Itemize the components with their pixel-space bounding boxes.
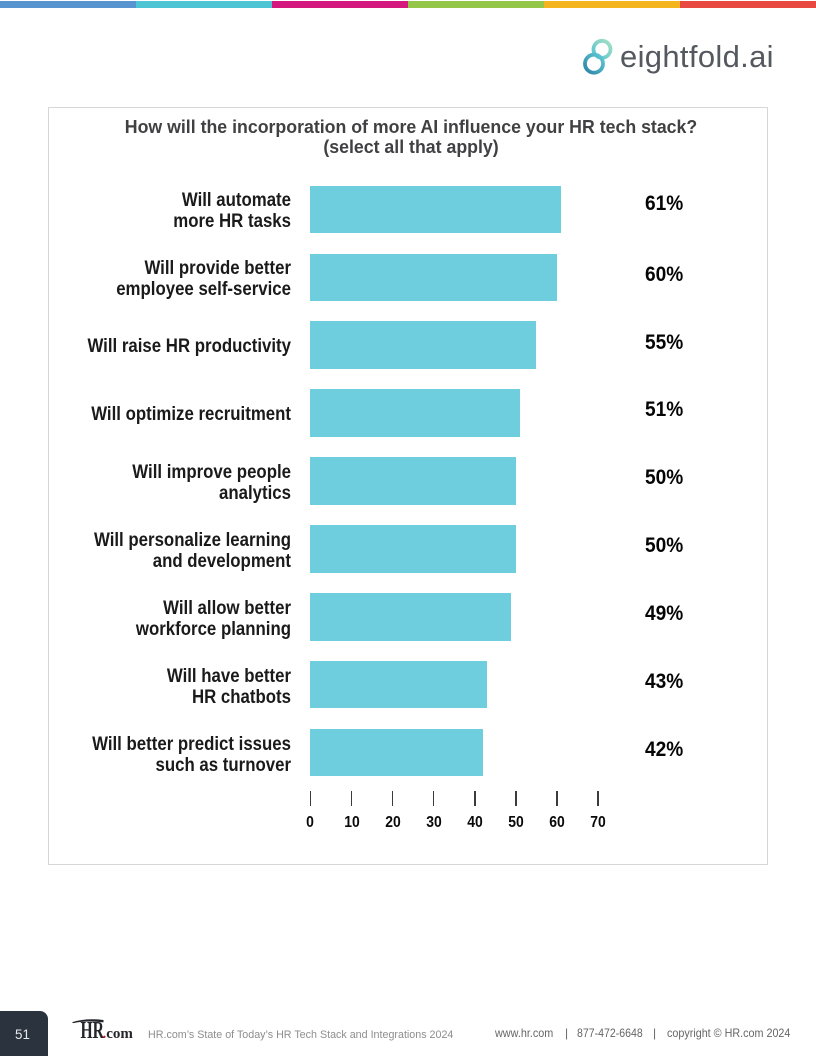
svg-text:.: . — [103, 1026, 107, 1042]
svg-text:com: com — [106, 1026, 133, 1042]
svg-text:HR: HR — [81, 1018, 105, 1044]
